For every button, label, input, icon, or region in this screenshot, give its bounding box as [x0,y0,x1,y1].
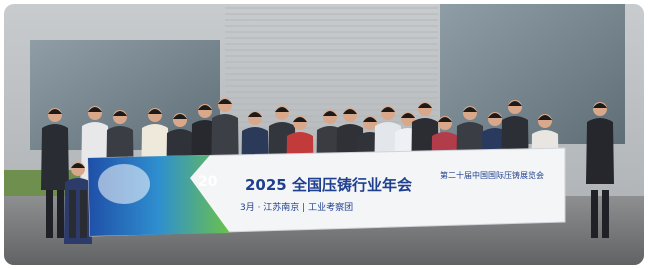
person-body [41,124,69,190]
person-body [586,118,614,184]
person-legs [80,190,87,238]
banner: 20 2025 全国压铸行业年会 3月 · 江苏南京 | 工业考察团 第二十届中… [88,148,565,236]
person-legs [602,190,609,238]
banner-globe [98,164,150,204]
person-legs [591,190,598,238]
banner-badge: 20 [198,174,218,190]
person-body [64,178,92,244]
person-legs [57,190,64,238]
banner-title: 2025 全国压铸行业年会 [245,176,412,194]
photo: 20 2025 全国压铸行业年会 3月 · 江苏南京 | 工业考察团 第二十届中… [0,0,648,269]
banner-subtitle: 3月 · 江苏南京 | 工业考察团 [240,201,353,213]
person-legs [69,190,76,238]
banner-right-text: 第二十届中国国际压铸展览会 [440,170,544,180]
page: {"banner": {"badge": "20", "title": "202… [0,0,648,269]
scene: 20 2025 全国压铸行业年会 3月 · 江苏南京 | 工业考察团 第二十届中… [0,0,648,269]
person-legs [46,190,53,238]
